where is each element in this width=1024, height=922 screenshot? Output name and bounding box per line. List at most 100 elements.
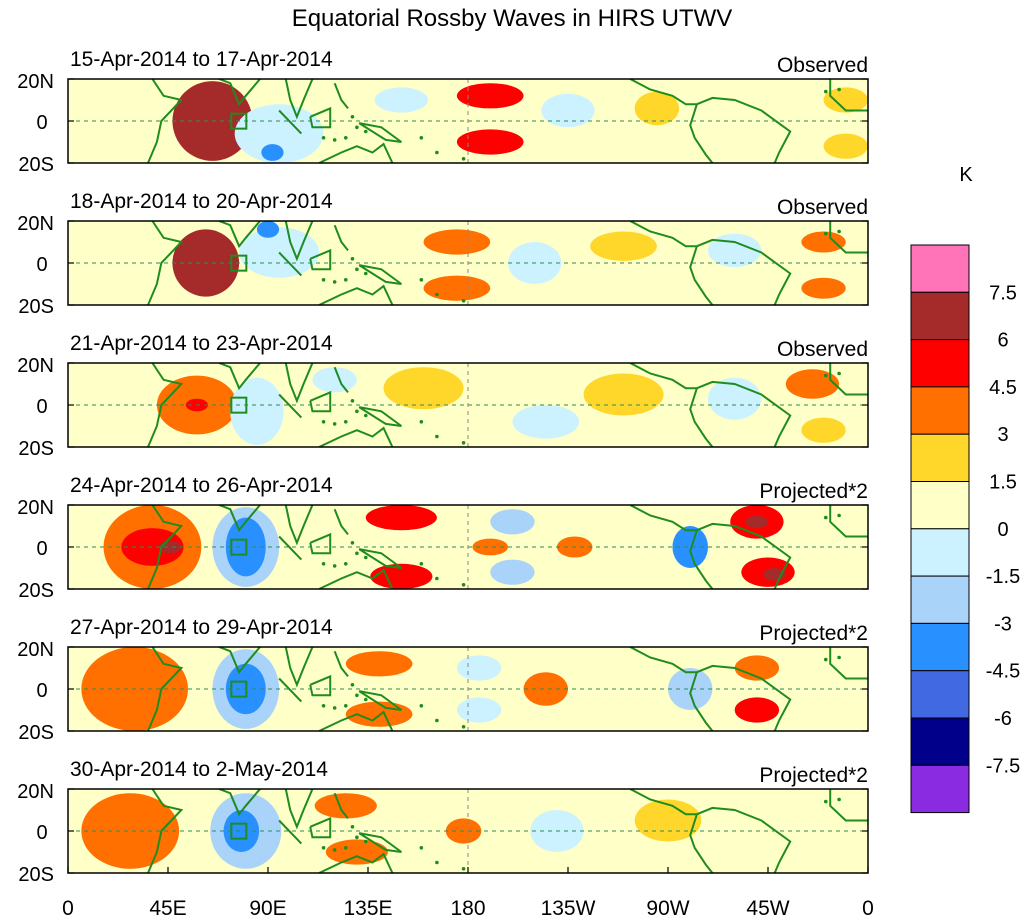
x-tick-label: 0 (862, 897, 874, 920)
contour-blob (314, 793, 377, 819)
colorbar-swatch (910, 670, 970, 719)
panel-source-label: Observed (777, 196, 868, 219)
colorbar-tick-label: 6 (997, 330, 1008, 352)
contour-blob (81, 793, 180, 869)
coastline (147, 647, 868, 731)
contour-blob (121, 528, 184, 566)
y-tick-label: 20S (18, 438, 54, 460)
panel-stack: 20N 0 20S 15-Apr-2014 to 17-Apr-2014 Observe… (17, 48, 869, 886)
x-tick-label: 90E (249, 897, 286, 920)
contour-blob (734, 655, 780, 681)
colorbar-swatch (910, 433, 970, 483)
contour-blob (312, 367, 357, 393)
y-tick-label: 20S (18, 296, 54, 318)
colorbar-tick-label: -1.5 (986, 566, 1020, 588)
y-tick-label: 20N (17, 355, 54, 377)
contour-blob (745, 515, 769, 529)
colorbar-swatch (910, 386, 970, 435)
panel-4: 20N 0 20S 24-Apr-2014 to 26-Apr-2014 Project… (17, 474, 869, 602)
y-tick-label: 0 (36, 396, 47, 418)
contour-blob (256, 221, 280, 238)
contour-field (103, 505, 795, 589)
x-tick-label: 45E (149, 897, 186, 920)
contour-blob (672, 526, 708, 568)
contour-blob (365, 505, 437, 531)
colorbar-tick-label: 1.5 (989, 472, 1017, 494)
contour-blob (668, 668, 713, 710)
contour-blob (456, 697, 502, 723)
panel-3: 20N 0 20S 21-Apr-2014 to 23-Apr-2014 Observe… (17, 332, 869, 460)
contour-blob (590, 231, 657, 261)
contour-blob (370, 563, 433, 589)
colorbar-tick-label: 3 (997, 424, 1008, 446)
colorbar-swatch (910, 244, 970, 293)
contour-blob (490, 559, 535, 585)
panel-1: 20N 0 20S 15-Apr-2014 to 17-Apr-2014 Observe… (17, 48, 869, 176)
y-tick-label: 20S (18, 580, 54, 602)
colorbar-tick-label: 0 (997, 519, 1008, 541)
contour-blob (423, 229, 491, 255)
contour-blob (801, 231, 846, 253)
colorbar-swatch (910, 528, 970, 577)
colorbar-swatch (910, 717, 970, 766)
contour-blob (734, 697, 780, 723)
contour-blob (634, 799, 702, 842)
coastline (147, 505, 868, 589)
contour-blob (261, 144, 284, 161)
y-tick-label: 20N (17, 781, 54, 803)
contour-blob (456, 655, 502, 681)
coastline (147, 221, 868, 305)
y-tick-label: 20S (18, 722, 54, 744)
contour-blob (325, 839, 388, 865)
colorbar-swatch (910, 764, 970, 814)
contour-blob (512, 405, 580, 439)
panel-source-label: Projected*2 (759, 480, 868, 503)
contour-blob (823, 133, 868, 159)
y-tick-label: 20S (18, 864, 54, 886)
contour-blob (523, 672, 568, 706)
x-tick-label: 90W (646, 897, 689, 920)
y-tick-label: 20N (17, 213, 54, 235)
y-tick-label: 0 (36, 254, 47, 276)
contour-blob (456, 83, 524, 109)
panel-source-label: Observed (777, 338, 868, 361)
colorbar-swatch (910, 622, 970, 672)
coastline (147, 79, 868, 163)
x-tick-label: 180 (450, 897, 485, 920)
panel-date-range: 30-Apr-2014 to 2-May-2014 (70, 758, 328, 781)
panel-2: 20N 0 20S 18-Apr-2014 to 20-Apr-2014 Observe… (17, 190, 869, 318)
panel-date-range: 27-Apr-2014 to 29-Apr-2014 (70, 616, 333, 639)
y-tick-label: 20N (17, 497, 54, 519)
colorbar-units-label: K (959, 164, 973, 186)
panel-date-range: 21-Apr-2014 to 23-Apr-2014 (70, 332, 333, 355)
contour-blob (223, 810, 260, 852)
contour-blob (345, 651, 413, 677)
colorbar-tick-label: -7.5 (986, 755, 1020, 777)
x-tick-label: 135E (343, 897, 392, 920)
x-axis: 0 45E 90E 135E 180 135W 90W 45W 0 (62, 867, 874, 920)
panel-source-label: Projected*2 (759, 764, 868, 787)
contour-blob (234, 104, 324, 163)
contour-blob (490, 509, 535, 535)
y-tick-label: 0 (36, 822, 47, 844)
panel-source-label: Projected*2 (759, 622, 868, 645)
colorbar: 7.5 6 4.5 3 1.5 0 -1.5 -3 -4.5 -6 -7.5 (910, 244, 1020, 814)
x-tick-label: 135W (541, 897, 596, 920)
y-tick-label: 20N (17, 639, 54, 661)
y-tick-label: 20S (18, 154, 54, 176)
colorbar-tick-label: -4.5 (986, 661, 1020, 683)
colorbar-swatch (910, 575, 970, 624)
panel-date-range: 15-Apr-2014 to 17-Apr-2014 (70, 48, 333, 71)
coastline (147, 363, 868, 447)
contour-blob (472, 538, 508, 556)
colorbar-swatch (910, 481, 970, 530)
panel-5: 20N 0 20S 27-Apr-2014 to 29-Apr-2014 Project… (17, 616, 869, 744)
contour-blob (541, 93, 595, 128)
colorbar-tick-label: -3 (994, 613, 1012, 635)
contour-blob (456, 129, 524, 155)
y-tick-label: 0 (36, 538, 47, 560)
colorbar-swatch (910, 291, 970, 341)
y-tick-label: 0 (36, 112, 47, 134)
coastline (147, 789, 868, 873)
